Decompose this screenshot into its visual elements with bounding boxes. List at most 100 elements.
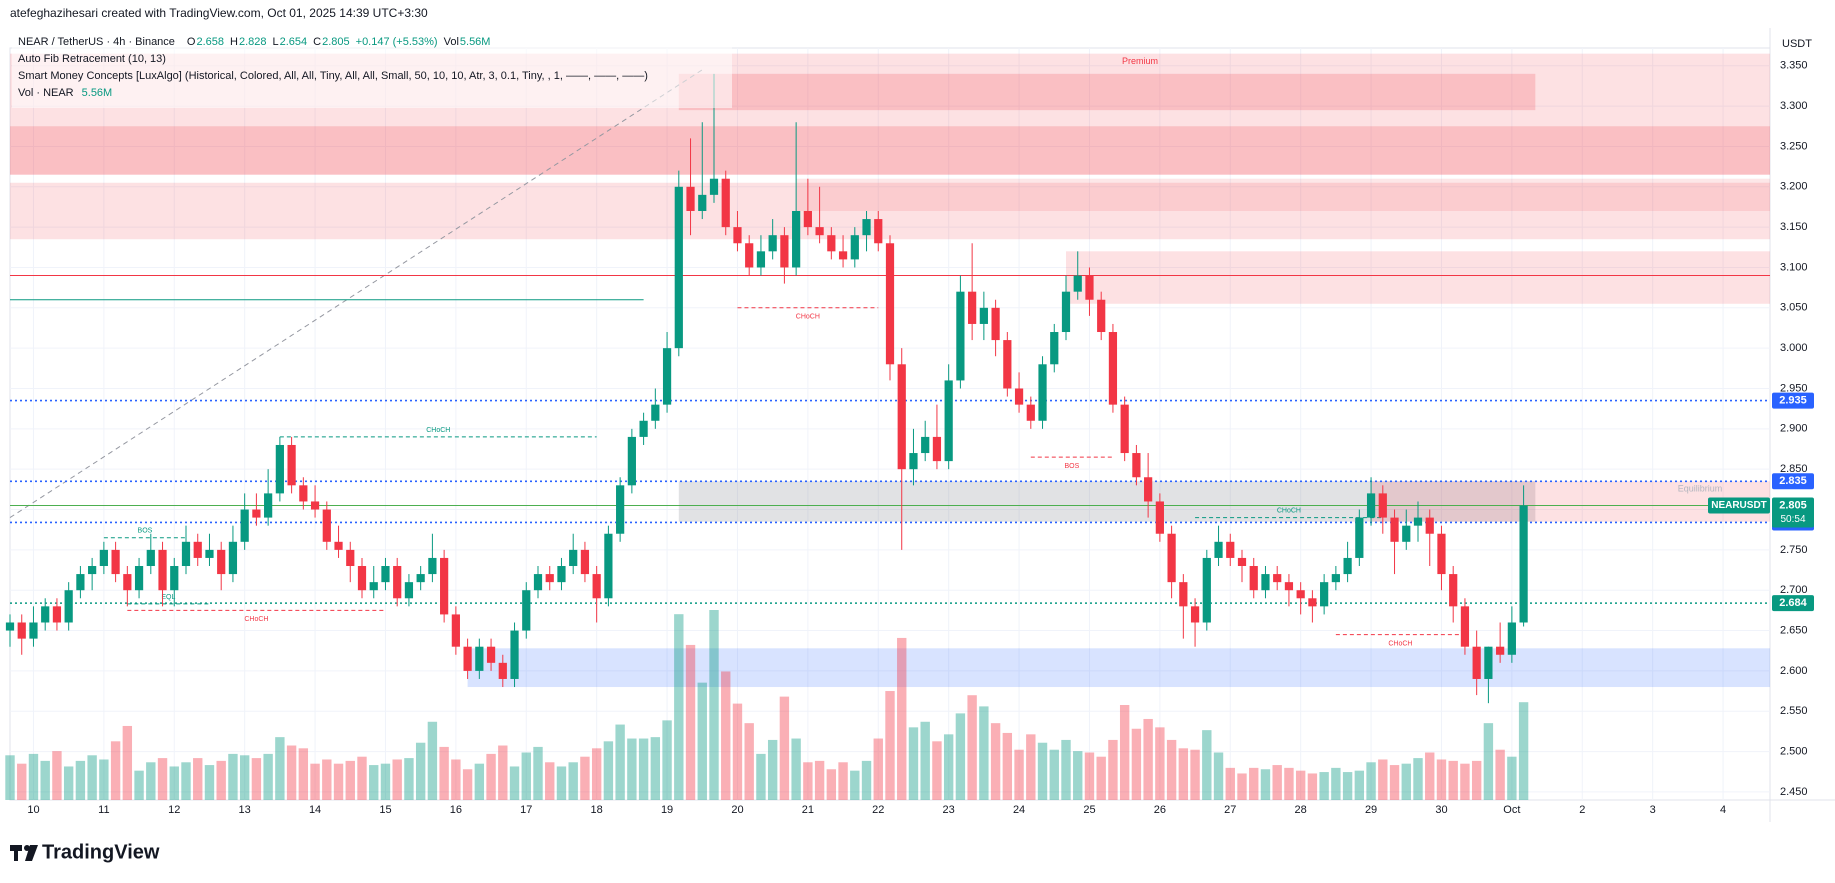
- indicator: Smart Money Concepts [LuxAlgo] (Historic…: [18, 70, 648, 82]
- fib-line: [9, 69, 703, 519]
- candle-body: [322, 509, 331, 542]
- ohlc-key: O: [187, 36, 196, 48]
- x-tick-label: 4: [1720, 804, 1726, 816]
- candle-body: [968, 291, 977, 324]
- y-tick-label: 3.300: [1780, 100, 1808, 112]
- volume-bar: [709, 610, 719, 800]
- volume-bar: [779, 696, 790, 800]
- candle-body: [827, 235, 836, 252]
- volume-bar: [591, 748, 602, 800]
- structure-label: CHoCH: [1388, 640, 1412, 647]
- candle-body: [510, 630, 519, 679]
- candle-body: [99, 549, 108, 567]
- candle-body: [428, 557, 437, 575]
- candle-body: [592, 574, 601, 599]
- volume-bar: [462, 769, 473, 800]
- volume-bar: [1049, 749, 1059, 800]
- candle-body: [533, 574, 543, 591]
- volume-bar: [228, 753, 238, 800]
- volume-bar: [1249, 767, 1259, 800]
- candle-body: [1261, 574, 1270, 591]
- volume-bar: [721, 671, 731, 800]
- candle-body: [1273, 574, 1282, 583]
- last-symbol: NEARUSDT: [1711, 500, 1767, 511]
- volume-bar: [415, 742, 426, 800]
- x-tick-label: 2: [1579, 804, 1585, 816]
- volume-bar: [1413, 758, 1423, 800]
- candle-body: [29, 622, 38, 639]
- volume-bar: [75, 760, 86, 800]
- zone-label: Equilibrium: [1678, 484, 1723, 494]
- volume-bar: [662, 720, 672, 800]
- candle-body: [310, 501, 320, 510]
- volume-bar: [545, 762, 555, 800]
- x-tick-label: 30: [1435, 804, 1447, 816]
- candle-body: [451, 614, 460, 647]
- candle-body: [111, 549, 120, 575]
- volume-bar: [122, 725, 133, 800]
- candle-body: [205, 549, 214, 558]
- volume-bar: [134, 770, 144, 800]
- structure-label: CHoCH: [426, 427, 450, 434]
- x-tick-label: 18: [591, 804, 603, 816]
- y-tick-label: 2.850: [1780, 463, 1808, 475]
- candle-body: [193, 541, 202, 558]
- structure-label: CHoCH: [244, 616, 268, 623]
- volume-bar: [1354, 770, 1365, 800]
- price-badge-label: 2.684: [1779, 597, 1807, 609]
- candle-body: [1378, 493, 1387, 518]
- volume-bar: [286, 745, 297, 800]
- candle-body: [921, 436, 930, 454]
- y-tick-label: 3.150: [1780, 221, 1808, 233]
- zone: [678, 73, 1536, 111]
- candle-body: [275, 444, 284, 494]
- x-tick-label: 17: [520, 804, 532, 816]
- volume-bar: [263, 753, 273, 800]
- x-tick-label: 13: [239, 804, 251, 816]
- candle-body: [88, 566, 97, 575]
- legend-bg: [12, 34, 732, 108]
- footer-brand: TradingView: [42, 841, 160, 863]
- y-tick-label: 3.100: [1780, 261, 1808, 273]
- x-tick-label: 23: [943, 804, 955, 816]
- candle-body: [1226, 541, 1235, 558]
- candle-body: [217, 549, 226, 575]
- x-tick-label: 22: [872, 804, 884, 816]
- x-tick-label: 19: [661, 804, 673, 816]
- volume-bar: [967, 695, 977, 800]
- candle-body: [1237, 557, 1247, 567]
- candle-body: [674, 186, 683, 349]
- candle-body: [1460, 606, 1470, 647]
- volume-bar: [1295, 770, 1306, 800]
- candle-body: [1413, 517, 1423, 526]
- candle-body: [838, 251, 848, 260]
- volume-bar: [52, 751, 62, 800]
- candle-body: [1144, 477, 1153, 502]
- candle-body: [780, 235, 789, 268]
- candle-body: [486, 646, 496, 663]
- volume-value: 5.56M: [460, 36, 491, 48]
- volume-bar: [838, 762, 848, 800]
- change: +0.147 (+5.53%): [356, 36, 438, 48]
- candle-body: [639, 420, 648, 437]
- volume-bar: [1471, 760, 1482, 800]
- candle-body: [134, 566, 144, 591]
- candle-body: [5, 622, 15, 631]
- candle-body: [369, 582, 378, 591]
- price-badge-label: 2.935: [1779, 395, 1807, 407]
- volume-bar: [1272, 765, 1282, 800]
- candle-body: [909, 453, 918, 470]
- candle-body: [1014, 388, 1024, 405]
- volume-bar: [568, 762, 578, 800]
- x-tick-label: 24: [1013, 804, 1025, 816]
- volume-bar: [1507, 756, 1517, 800]
- candle-body: [522, 590, 531, 631]
- volume-bar: [920, 721, 930, 800]
- candle-body: [569, 549, 578, 567]
- candle-body: [1308, 598, 1317, 607]
- x-tick-label: 3: [1650, 804, 1656, 816]
- structure-label: BOS: [1064, 463, 1079, 470]
- candle-body: [803, 210, 812, 228]
- candle-body: [1390, 517, 1399, 542]
